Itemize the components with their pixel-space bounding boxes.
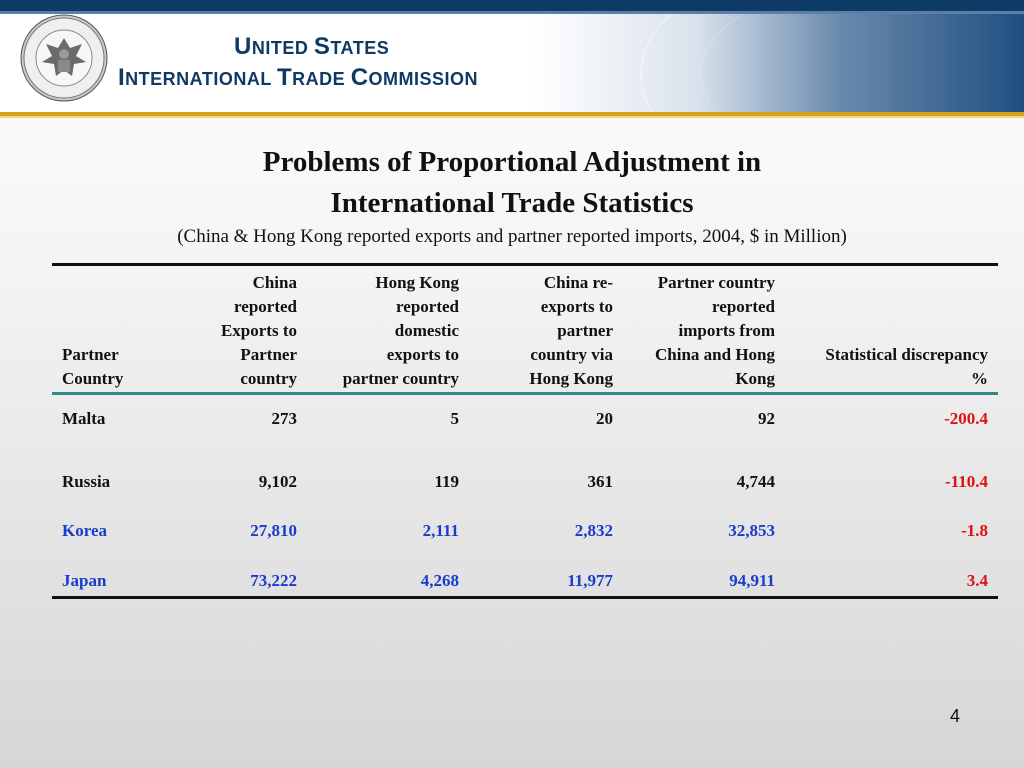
row-malta-partner: 92 <box>758 409 775 428</box>
usitc-seal-icon <box>20 14 108 102</box>
col-header-partner-imports: Partner country reported imports from Ch… <box>655 273 775 388</box>
slide-title: Problems of Proportional Adjustment in I… <box>0 142 1024 224</box>
col-header-hk-domestic-exports: Hong Kong reported domestic exports to p… <box>342 273 459 388</box>
globe-graphic <box>640 14 1024 112</box>
row-malta-country: Malta <box>62 409 106 428</box>
col-header-china-reexports: China re- exports to partner country via… <box>529 273 613 388</box>
row-japan-china: 73,222 <box>250 571 297 590</box>
col-header-partner-country: Partner Country <box>62 345 124 388</box>
organization-name: UNITED STATES INTERNATIONAL TRADE COMMIS… <box>118 32 478 94</box>
row-japan-country: Japan <box>62 571 107 590</box>
header-banner <box>0 14 1024 112</box>
row-korea-hk: 2,111 <box>422 521 459 540</box>
row-japan-discrepancy: 3.4 <box>966 571 988 590</box>
row-russia-reexports: 361 <box>587 472 614 491</box>
table-bottom-rule <box>52 596 998 599</box>
table-header-rule <box>52 392 998 395</box>
table-top-rule <box>52 263 998 266</box>
row-malta-china: 273 <box>271 409 298 428</box>
row-russia-china: 9,102 <box>258 472 297 491</box>
row-malta-hk: 5 <box>450 409 460 428</box>
row-korea-discrepancy: -1.8 <box>961 521 988 540</box>
row-korea-country: Korea <box>62 521 108 540</box>
globe-graphic-inner <box>700 14 1024 112</box>
col-header-statistical-discrepancy: Statistical discrepancy % <box>825 345 988 388</box>
page-number: 4 <box>949 706 960 726</box>
top-color-bar <box>0 0 1024 14</box>
slide-title-line2: International Trade Statistics <box>330 187 694 219</box>
row-japan-partner: 94,911 <box>729 571 775 590</box>
row-japan-reexports: 11,977 <box>567 571 613 590</box>
row-russia-discrepancy: -110.4 <box>945 472 988 491</box>
row-korea-partner: 32,853 <box>728 521 775 540</box>
row-malta-discrepancy: -200.4 <box>944 409 988 428</box>
slide-title-line1: Problems of Proportional Adjustment in <box>262 146 762 178</box>
row-russia-hk: 119 <box>434 472 459 491</box>
row-korea-reexports: 2,832 <box>574 521 613 540</box>
row-russia-country: Russia <box>62 472 111 491</box>
row-russia-partner: 4,744 <box>736 472 775 491</box>
slide-subtitle: (China & Hong Kong reported exports and … <box>177 226 847 247</box>
row-malta-reexports: 20 <box>596 409 613 428</box>
row-korea-china: 27,810 <box>250 521 297 540</box>
org-name-line2: INTERNATIONAL TRADE COMMISSION <box>118 64 479 91</box>
org-name-line1: UNITED STATES <box>234 33 390 60</box>
gold-divider <box>0 112 1024 118</box>
col-header-china-exports: China reported Exports to Partner countr… <box>220 273 297 388</box>
row-japan-hk: 4,268 <box>420 571 459 590</box>
